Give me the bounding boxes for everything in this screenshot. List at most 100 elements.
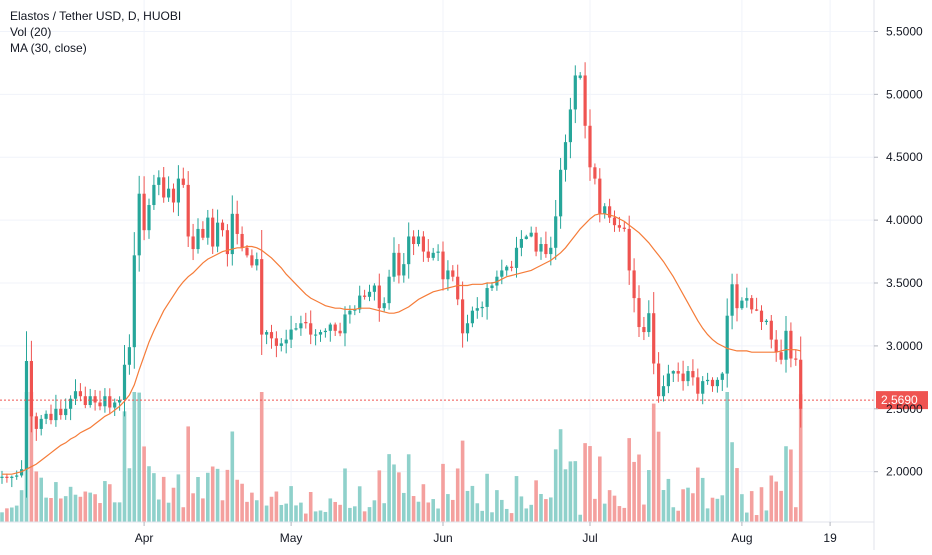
candle-down [451,270,455,277]
moving-average-label: MA (30, close) [10,41,87,55]
candle-down [29,360,33,417]
volume-bar [294,505,298,522]
candle-down [260,259,264,335]
volume-bar [779,490,783,522]
candle-up [318,332,323,335]
volume-bar [798,394,803,522]
candle-down [250,255,254,266]
candle-up [559,169,563,217]
candle-up [568,109,572,143]
volume-bar [627,438,631,522]
candle-down [696,377,700,394]
volume-bar [573,461,578,522]
candle-down [617,225,621,228]
volume-bar [215,468,220,522]
candle-up [480,306,484,309]
candle-up [314,334,318,336]
candle-down [34,416,38,429]
volume-bar [78,496,83,522]
volume-bar [29,392,34,522]
price-tick-label: 4.5000 [886,150,923,164]
candle-up [167,188,171,198]
volume-bar [740,494,744,522]
volume-bar [284,503,288,522]
volume-bar [745,512,749,522]
candle-up [289,329,293,340]
candle-up [485,288,489,307]
candle-down [98,402,102,407]
volume-bar [651,403,656,522]
candle-up [152,184,156,206]
volume-bar [318,510,323,522]
volume-bar [495,490,499,522]
volume-bar [460,440,465,522]
candle-up [490,285,494,289]
volume-bar [568,461,573,522]
candle-down [412,236,416,245]
volume-bar [137,392,141,522]
candle-down [338,330,342,334]
candle-down [397,252,401,276]
candle-up [514,247,519,268]
volume-bar [524,508,529,522]
candle-up [740,300,744,309]
volume-bar [544,499,548,522]
volume-bar [348,507,352,522]
candle-down [735,284,739,309]
candle-up [416,236,421,245]
volume-bar [264,505,269,522]
candle-down [78,391,82,397]
volume-bar [431,499,435,522]
candle-down [142,193,146,231]
candle-down [5,476,9,478]
candle-up [661,386,666,397]
candle-up [24,360,29,470]
candlesticks [0,62,803,498]
candle-up [725,315,729,374]
candle-up [539,244,543,252]
candle-up [382,303,386,309]
candle-down [759,310,764,323]
candle-up [15,475,19,477]
candle-down [274,338,278,346]
volume-bar [656,431,661,522]
candle-up [44,413,48,419]
candle-down [799,359,803,409]
price-tick-label: 5.5000 [886,24,923,38]
volume-bar [691,493,695,522]
volume-bar [411,496,416,522]
candle-up [431,252,435,258]
candle-up [348,310,352,315]
volume-bar [112,502,117,522]
volume-bar [245,501,249,522]
volume-bar [5,508,9,522]
candle-down [627,228,631,271]
candle-down [710,379,715,387]
candle-up [54,408,58,421]
candle-up [255,259,259,266]
volume-bar [357,486,362,522]
volume-bar [529,504,533,522]
volume-bar [451,499,455,522]
volume-bar [34,471,39,522]
candle-down [191,236,195,250]
candle-up [132,255,136,348]
candle-down [583,75,587,126]
volume-bar [426,502,431,522]
volume-bar [598,456,602,522]
price-tick-label: 2.0000 [886,465,923,479]
volume-bar [553,449,558,522]
volume-bar [490,512,494,522]
grid-lines [0,0,874,522]
candle-down [186,184,190,237]
candle-down [676,371,680,374]
volume-bar [132,392,137,522]
volume-bar [93,494,97,522]
volume-bar [509,513,514,522]
candle-down [593,167,597,179]
volume-bar [372,500,377,522]
price-tick-label: 3.0000 [886,339,923,353]
candle-up [730,284,734,316]
